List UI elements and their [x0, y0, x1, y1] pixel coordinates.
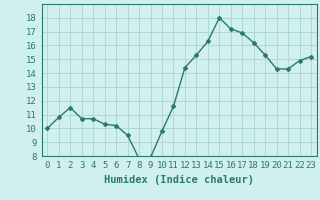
- X-axis label: Humidex (Indice chaleur): Humidex (Indice chaleur): [104, 175, 254, 185]
